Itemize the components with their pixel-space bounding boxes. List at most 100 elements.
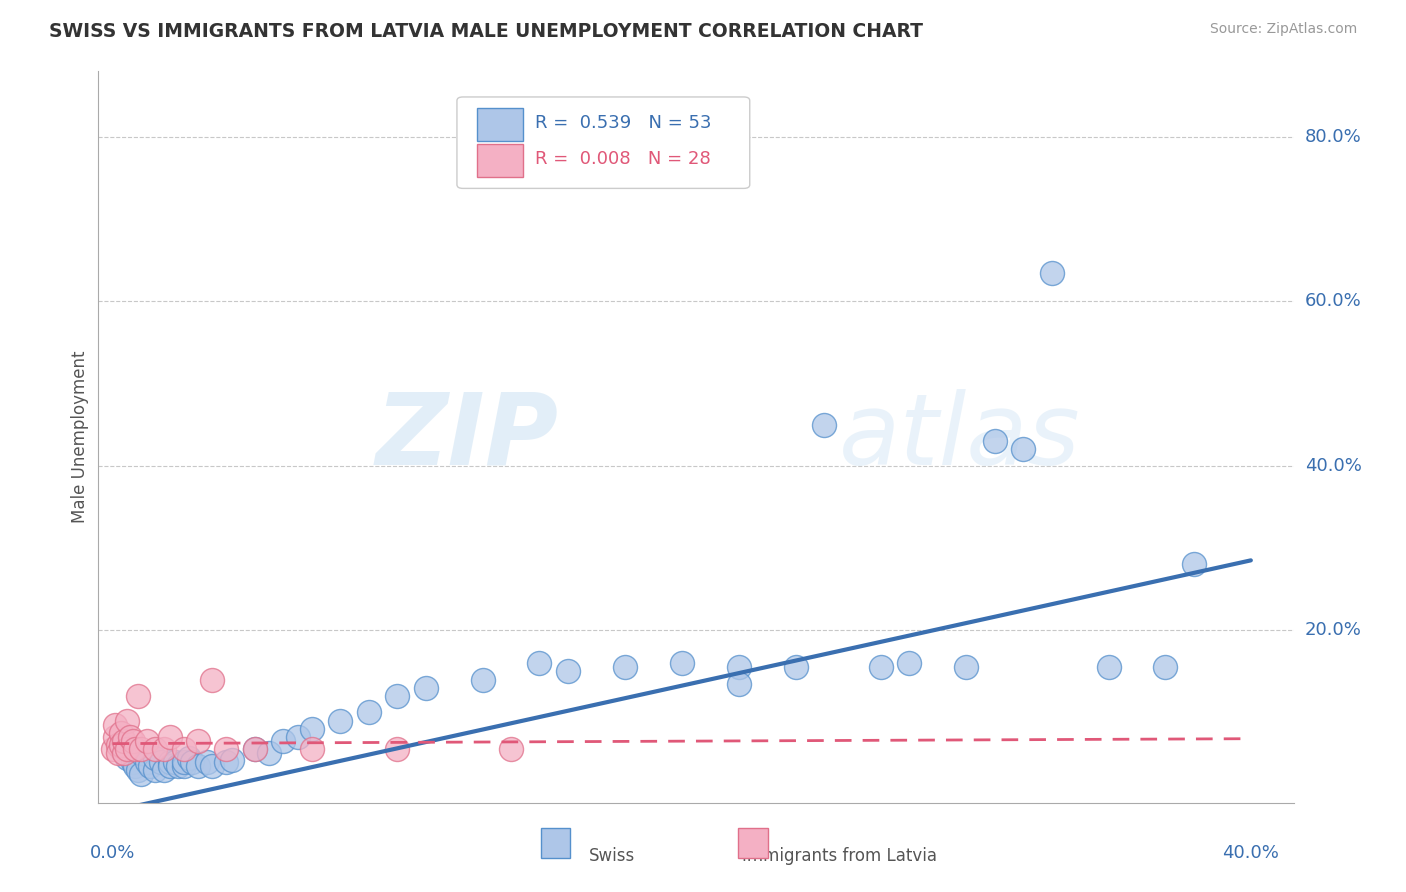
- Point: [112, 734, 135, 748]
- Point: [110, 742, 132, 756]
- Point: [529, 656, 551, 670]
- Point: [143, 750, 166, 764]
- Point: [415, 681, 437, 695]
- Point: [115, 742, 138, 756]
- Point: [150, 755, 173, 769]
- Text: ZIP: ZIP: [375, 389, 558, 485]
- Point: [118, 730, 141, 744]
- FancyBboxPatch shape: [738, 829, 768, 858]
- Point: [221, 753, 243, 767]
- Point: [215, 742, 238, 756]
- Point: [813, 417, 835, 432]
- Text: 60.0%: 60.0%: [1305, 293, 1361, 310]
- Text: Source: ZipAtlas.com: Source: ZipAtlas.com: [1209, 22, 1357, 37]
- Point: [1012, 442, 1035, 457]
- Point: [1154, 660, 1177, 674]
- Point: [107, 739, 129, 753]
- Point: [110, 726, 132, 740]
- Point: [181, 755, 204, 769]
- Text: 20.0%: 20.0%: [1305, 621, 1362, 640]
- Point: [1097, 660, 1119, 674]
- Point: [385, 689, 409, 703]
- Point: [121, 755, 143, 769]
- Point: [165, 755, 187, 769]
- Point: [301, 722, 323, 736]
- Point: [273, 734, 295, 748]
- Point: [129, 747, 152, 761]
- Text: R =  0.008   N = 28: R = 0.008 N = 28: [534, 151, 710, 169]
- Point: [287, 730, 309, 744]
- Point: [1182, 558, 1205, 572]
- Point: [115, 750, 138, 764]
- Point: [104, 730, 127, 744]
- Point: [499, 742, 522, 756]
- Y-axis label: Male Unemployment: Male Unemployment: [70, 351, 89, 524]
- Point: [104, 717, 127, 731]
- Point: [101, 742, 124, 756]
- Point: [107, 747, 129, 761]
- FancyBboxPatch shape: [541, 829, 571, 858]
- Point: [129, 742, 152, 756]
- Point: [124, 759, 146, 773]
- Text: atlas: atlas: [839, 389, 1081, 485]
- FancyBboxPatch shape: [477, 108, 523, 141]
- Text: 40.0%: 40.0%: [1305, 457, 1362, 475]
- Point: [153, 742, 176, 756]
- Point: [557, 665, 579, 679]
- Text: 80.0%: 80.0%: [1305, 128, 1361, 146]
- Point: [143, 763, 166, 777]
- Text: Swiss: Swiss: [589, 847, 636, 864]
- Text: Immigrants from Latvia: Immigrants from Latvia: [742, 847, 936, 864]
- Point: [159, 755, 181, 769]
- Point: [471, 673, 494, 687]
- Point: [167, 759, 190, 773]
- Point: [159, 730, 181, 744]
- Point: [159, 759, 181, 773]
- Point: [257, 747, 280, 761]
- FancyBboxPatch shape: [457, 97, 749, 188]
- Point: [127, 689, 149, 703]
- Point: [138, 759, 160, 773]
- Point: [243, 742, 266, 756]
- Point: [127, 763, 149, 777]
- Point: [129, 767, 152, 781]
- Point: [153, 763, 176, 777]
- Point: [195, 755, 218, 769]
- Point: [124, 742, 146, 756]
- Point: [201, 673, 224, 687]
- Point: [121, 734, 143, 748]
- Point: [301, 742, 323, 756]
- Point: [143, 742, 166, 756]
- Point: [135, 734, 157, 748]
- Point: [243, 742, 266, 756]
- Point: [135, 755, 157, 769]
- Point: [785, 660, 807, 674]
- Point: [110, 739, 132, 753]
- Point: [1040, 266, 1063, 280]
- Point: [173, 755, 195, 769]
- Point: [115, 714, 138, 728]
- Point: [187, 759, 209, 773]
- FancyBboxPatch shape: [477, 144, 523, 177]
- Point: [385, 742, 409, 756]
- Point: [613, 660, 636, 674]
- Point: [329, 714, 352, 728]
- Point: [870, 660, 893, 674]
- Point: [727, 660, 749, 674]
- Point: [187, 734, 209, 748]
- Point: [201, 759, 224, 773]
- Point: [984, 434, 1007, 449]
- Point: [173, 759, 195, 773]
- Text: SWISS VS IMMIGRANTS FROM LATVIA MALE UNEMPLOYMENT CORRELATION CHART: SWISS VS IMMIGRANTS FROM LATVIA MALE UNE…: [49, 22, 924, 41]
- Point: [955, 660, 977, 674]
- Point: [357, 706, 380, 720]
- Point: [112, 747, 135, 761]
- Point: [173, 742, 195, 756]
- Text: 0.0%: 0.0%: [90, 844, 135, 862]
- Point: [179, 750, 201, 764]
- Text: 40.0%: 40.0%: [1222, 844, 1279, 862]
- Point: [215, 755, 238, 769]
- Text: R =  0.539   N = 53: R = 0.539 N = 53: [534, 114, 711, 132]
- Point: [671, 656, 693, 670]
- Point: [898, 656, 921, 670]
